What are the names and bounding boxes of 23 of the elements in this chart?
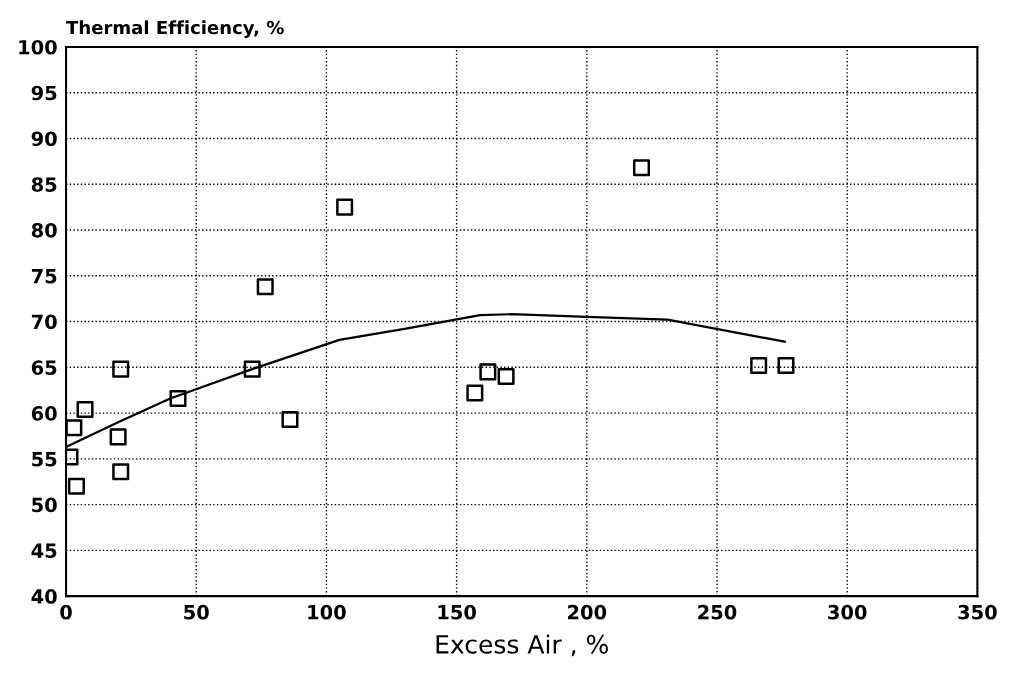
y-tick-label: 85 [31, 177, 57, 192]
x-tick-label: 350 [958, 604, 997, 620]
y-tick-label: 100 [19, 39, 57, 55]
y-tick-label: 45 [31, 543, 57, 559]
y-tick-label: 75 [31, 268, 57, 284]
y-tick-label: 65 [31, 360, 57, 375]
y-tick-label: 80 [31, 222, 57, 238]
x-tick-label: 50 [184, 604, 209, 620]
y-tick-label: 40 [31, 589, 57, 604]
x-tick-label: 150 [438, 604, 476, 620]
x-tick-label: 200 [568, 604, 607, 620]
y-axis-title: Thermal Efficiency, % [66, 20, 284, 38]
y-tick-label: 50 [32, 497, 57, 513]
x-tick-label: 0 [60, 604, 72, 620]
x-tick-label: 100 [308, 604, 346, 620]
y-tick-label: 95 [31, 85, 57, 101]
y-tick-label: 60 [31, 406, 57, 421]
y-tick-label: 55 [32, 452, 57, 467]
y-tick-label: 70 [31, 314, 57, 330]
x-tick-label: 300 [828, 604, 867, 620]
x-tick-label: 250 [698, 604, 737, 620]
y-tick-label: 90 [31, 131, 57, 147]
x-axis-title: Excess Air , % [436, 634, 608, 657]
